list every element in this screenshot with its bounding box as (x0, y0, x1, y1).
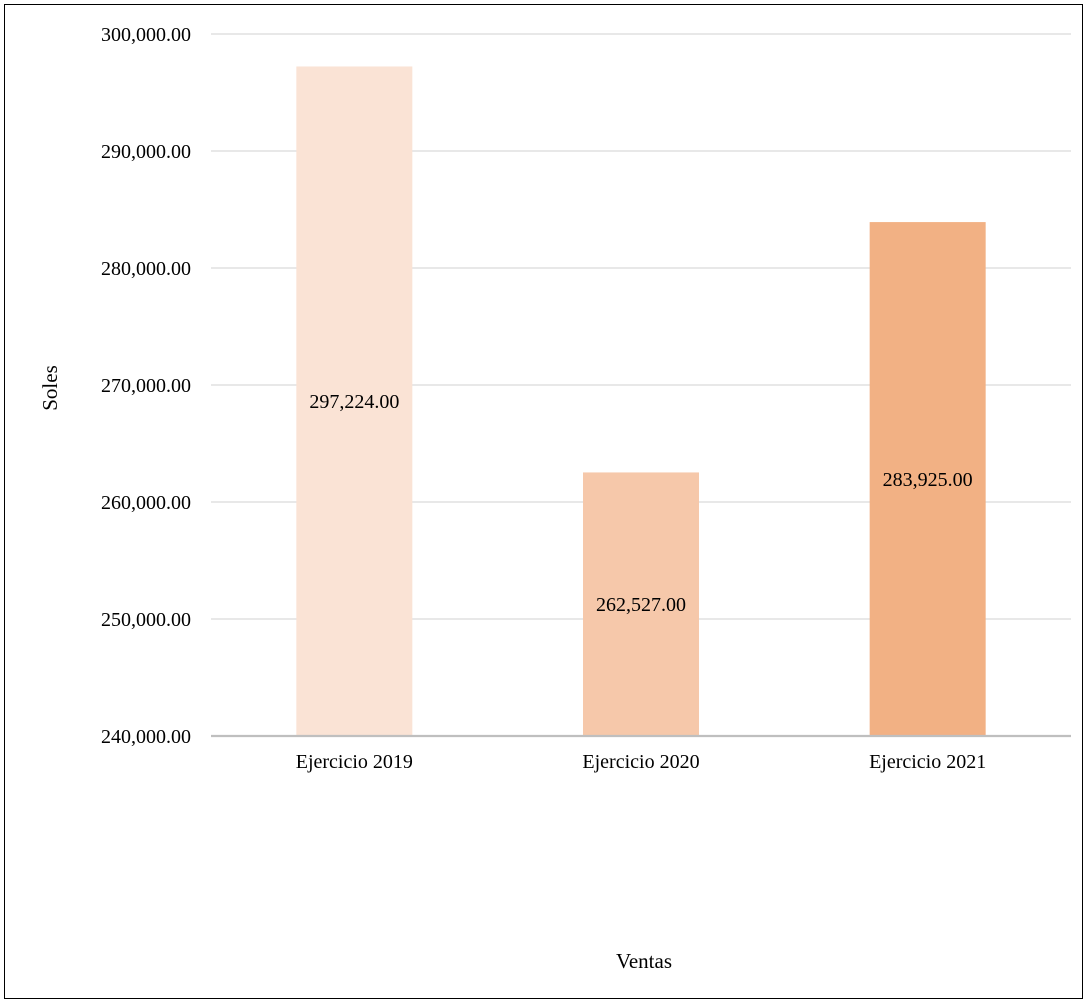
x-axis-title: Ventas (616, 949, 672, 973)
data-labels: 297,224.00 262,527.00 283,925.00 (309, 391, 972, 616)
data-label: 262,527.00 (596, 594, 686, 616)
y-tick-label: 260,000.00 (101, 492, 191, 514)
chart-frame: 240,000.00 250,000.00 260,000.00 270,000.00… (4, 4, 1083, 999)
x-axis-tick-labels: Ejercicio 2019 Ejercicio 2020 Ejercicio 20… (296, 751, 987, 773)
y-tick-label: 250,000.00 (101, 609, 191, 631)
data-label: 297,224.00 (309, 391, 399, 413)
y-tick-label: 280,000.00 (101, 258, 191, 280)
x-tick-label: Ejercicio 2020 (582, 751, 699, 773)
y-tick-label: 300,000.00 (101, 24, 191, 46)
y-tick-label: 290,000.00 (101, 141, 191, 163)
y-tick-label: 240,000.00 (101, 726, 191, 748)
data-label: 283,925.00 (883, 469, 973, 491)
x-tick-label: Ejercicio 2021 (869, 751, 986, 773)
y-tick-label: 270,000.00 (101, 375, 191, 397)
y-axis-title: Soles (38, 365, 62, 411)
bar-1 (296, 66, 413, 737)
bar-3 (869, 222, 986, 736)
bars (296, 66, 986, 737)
bar-chart: 240,000.00 250,000.00 260,000.00 270,000.00… (38, 24, 1071, 973)
bar-2 (583, 472, 699, 736)
x-tick-label: Ejercicio 2019 (296, 751, 413, 773)
y-axis-tick-labels: 240,000.00 250,000.00 260,000.00 270,000.00… (101, 24, 191, 748)
